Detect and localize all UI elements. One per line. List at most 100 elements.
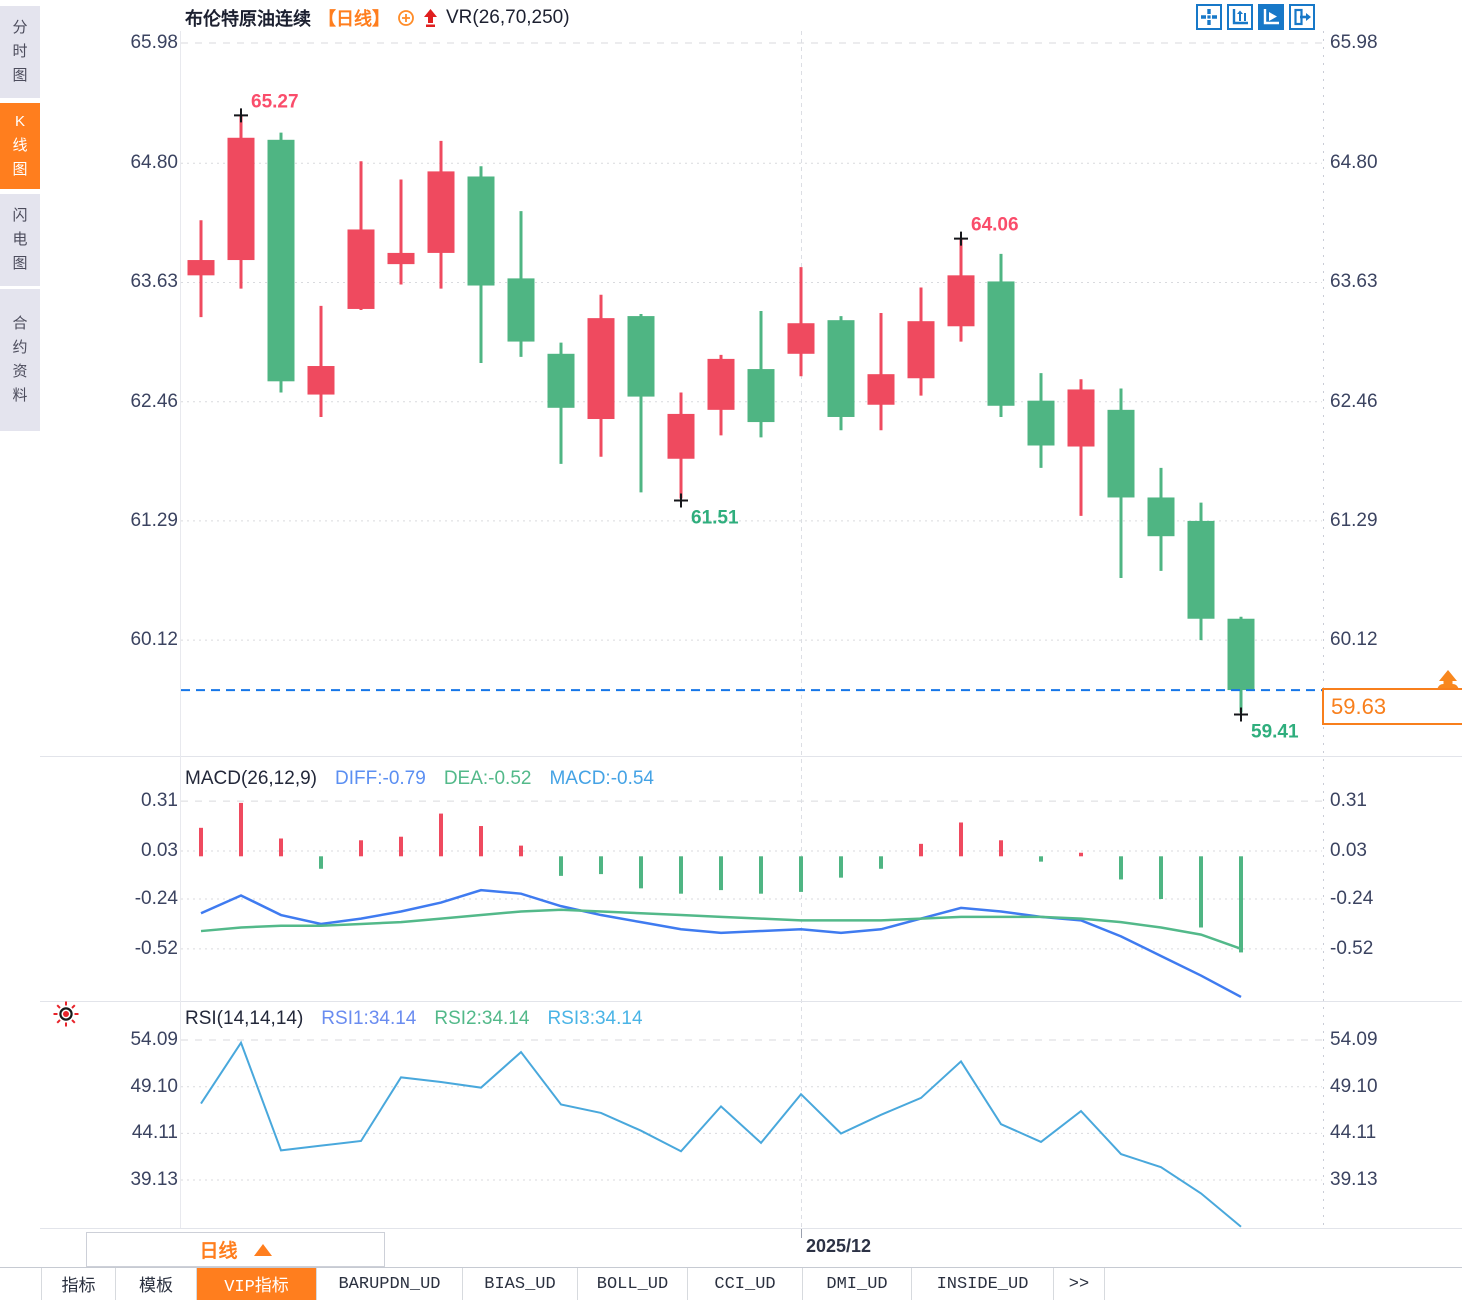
- macd-hist-bar: [319, 856, 323, 869]
- fit-y-axis-icon[interactable]: [1227, 4, 1253, 30]
- price-axis-label: 61.29: [130, 509, 178, 531]
- price-axis-label: 60.12: [1330, 629, 1378, 651]
- rsi-axis-label: 49.10: [1330, 1075, 1378, 1097]
- tab-inside_ud[interactable]: INSIDE_UD: [912, 1268, 1054, 1300]
- macd-hist-bar: [959, 822, 963, 857]
- macd-hist-bar: [599, 856, 603, 875]
- extreme-cross-marker: [954, 231, 968, 246]
- rsi-axis-label: 39.13: [1330, 1169, 1378, 1191]
- period-selector-button[interactable]: 日线: [86, 1232, 385, 1267]
- tab-boll_ud[interactable]: BOLL_UD: [578, 1268, 688, 1300]
- macd-axis-label: 0.03: [141, 839, 178, 861]
- macd-header: MACD(26,12,9) DIFF:-0.79 DEA:-0.52 MACD:…: [185, 768, 654, 790]
- rsi3-value: RSI3:34.14: [547, 1008, 643, 1029]
- macd-diff-line: [200, 888, 1242, 999]
- macd-hist-bar: [759, 856, 763, 894]
- rsi-axis-label: 44.11: [131, 1122, 178, 1144]
- sidebar-item-1[interactable]: 分 时 图: [0, 6, 40, 98]
- rsi-header: RSI(14,14,14) RSI1:34.14 RSI2:34.14 RSI3…: [185, 1008, 643, 1030]
- macd-hist-bar: [799, 856, 803, 892]
- alert-sun-icon: [52, 1000, 80, 1033]
- tab-bar-filler: [1105, 1268, 1462, 1300]
- red-up-arrow-icon[interactable]: [422, 8, 439, 28]
- candle: [907, 321, 935, 379]
- current-price-value: 59.63: [1331, 694, 1387, 719]
- period-tag[interactable]: 【日线】: [318, 9, 390, 29]
- candle: [987, 281, 1015, 406]
- macd-hist-bar: [999, 840, 1003, 857]
- macd-hist-bar: [719, 856, 723, 891]
- tab-dmi_ud[interactable]: DMI_UD: [803, 1268, 912, 1300]
- crosshair-move-icon[interactable]: [1196, 4, 1222, 30]
- price-axis-label: 63.63: [130, 271, 178, 293]
- tab->>[interactable]: >>: [1054, 1268, 1105, 1300]
- macd-hist-bar: [639, 856, 643, 889]
- sidebar-item-2[interactable]: K 线 图: [0, 103, 40, 189]
- symbol-name: 布伦特原油连续: [185, 9, 311, 29]
- candle: [1187, 520, 1215, 619]
- macd-hist-bar: [479, 826, 483, 857]
- macd-hist-bar: [1239, 856, 1243, 953]
- macd-hist-bar: [439, 813, 443, 857]
- candle: [627, 316, 655, 397]
- pan-to-latest-icon[interactable]: [1289, 4, 1315, 30]
- macd-axis-label: 0.31: [1330, 790, 1367, 812]
- candle: [707, 358, 735, 410]
- macd-hist-bar: [879, 856, 883, 869]
- candle: [787, 323, 815, 354]
- rsi-axis-label: 44.11: [1330, 1122, 1377, 1144]
- macd-hist-bar: [839, 856, 843, 878]
- price-axis-label: 63.63: [1330, 271, 1378, 293]
- sidebar-item-4[interactable]: 合 约 资 料: [0, 289, 40, 431]
- low-price-label: 61.51: [691, 507, 739, 528]
- macd-dea-line: [200, 908, 1242, 951]
- macd-diff-value: DIFF:-0.79: [335, 768, 426, 789]
- price-marker-arrow-icon: [1437, 670, 1459, 690]
- macd-axis-label: -0.24: [1330, 888, 1374, 910]
- macd-hist-bar: [279, 838, 283, 857]
- candle: [387, 252, 415, 265]
- price-axis-label: 62.46: [130, 390, 178, 412]
- tab-[interactable]: 指标: [42, 1268, 116, 1300]
- extreme-cross-marker: [1234, 707, 1248, 722]
- macd-axis-label: -0.52: [134, 937, 178, 959]
- candle: [427, 171, 455, 253]
- macd-hist-bar: [359, 840, 363, 857]
- chart-title-bar: 布伦特原油连续 【日线】 VR(26,70,250): [185, 5, 570, 31]
- tab-[interactable]: 模板: [116, 1268, 197, 1300]
- macd-dea-value: DEA:-0.52: [443, 768, 532, 789]
- price-axis-label: 60.12: [130, 629, 178, 651]
- sidebar-item-3[interactable]: 闪 电 图: [0, 194, 40, 286]
- circle-plus-icon[interactable]: [397, 9, 415, 27]
- macd-hist-bar: [559, 856, 563, 876]
- tab-spacer: [0, 1268, 42, 1300]
- candle: [667, 413, 695, 459]
- indicator-label[interactable]: VR(26,70,250): [446, 7, 570, 28]
- macd-hist-bar: [1039, 856, 1043, 862]
- price-axis-label: 64.80: [1330, 152, 1378, 174]
- extreme-cross-marker: [674, 493, 688, 508]
- tab-bias_ud[interactable]: BIAS_UD: [463, 1268, 578, 1300]
- candle: [1107, 409, 1135, 498]
- extreme-cross-marker: [234, 108, 248, 123]
- price-axis-label: 65.98: [1330, 32, 1378, 53]
- rsi-axis-label: 39.13: [130, 1169, 178, 1191]
- tab-barupdn_ud[interactable]: BARUPDN_UD: [317, 1268, 463, 1300]
- macd-axis-label: -0.24: [134, 888, 178, 910]
- period-selector-label: 日线: [199, 1241, 238, 1262]
- rsi-axis-label: 54.09: [1330, 1029, 1378, 1050]
- tab-vip[interactable]: VIP指标: [197, 1268, 317, 1300]
- candle: [827, 320, 855, 417]
- macd-hist-bar: [1079, 852, 1083, 857]
- rsi-title: RSI(14,14,14): [185, 1008, 304, 1029]
- candle: [947, 275, 975, 327]
- price-axis-label: 64.80: [130, 152, 178, 174]
- candle: [227, 137, 255, 261]
- low-price-label: 59.41: [1251, 721, 1299, 742]
- macd-hist-bar: [1159, 856, 1163, 900]
- candle: [1227, 618, 1255, 691]
- auto-scroll-chart-icon[interactable]: [1258, 4, 1284, 30]
- tab-cci_ud[interactable]: CCI_UD: [688, 1268, 803, 1300]
- macd-axis-label: 0.31: [141, 790, 178, 812]
